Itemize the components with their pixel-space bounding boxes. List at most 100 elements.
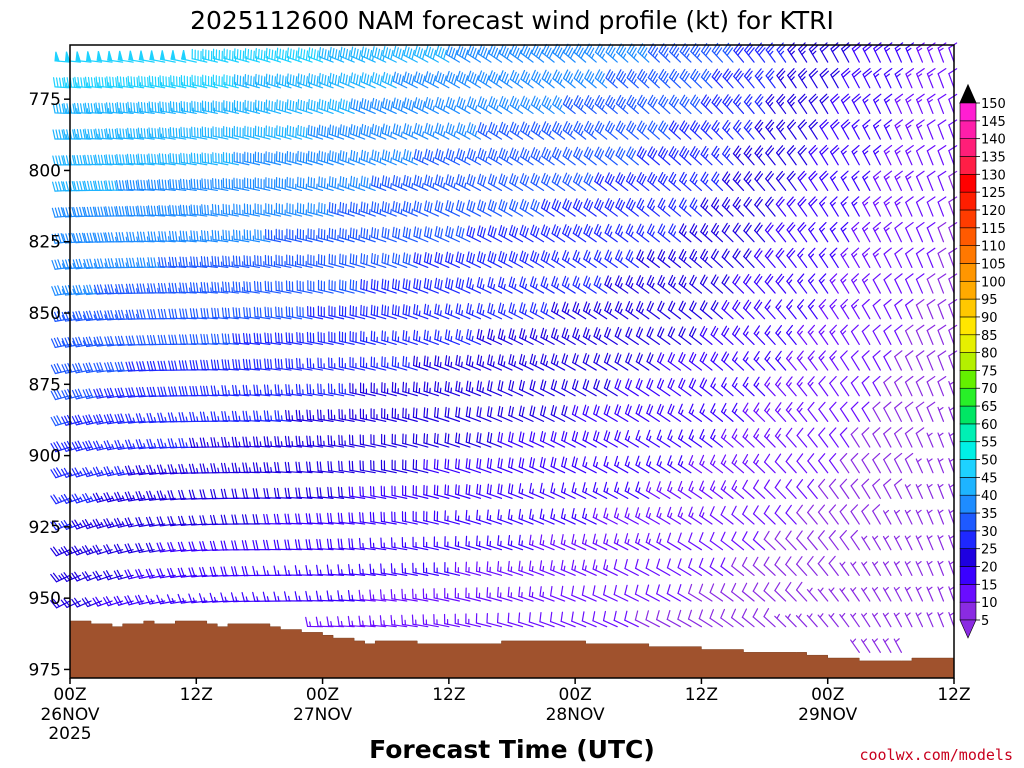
wind-barb	[948, 509, 955, 525]
wind-barb	[412, 381, 429, 397]
wind-barb	[382, 71, 397, 89]
wind-barb	[242, 358, 261, 371]
wind-barb	[444, 303, 460, 320]
wind-barb	[412, 536, 429, 551]
wind-barb	[765, 119, 776, 140]
wind-barb	[159, 101, 176, 115]
wind-barb	[487, 251, 503, 269]
wind-barb	[200, 255, 218, 269]
wind-barb	[764, 273, 776, 294]
wind-barb	[371, 97, 387, 115]
wind-barb	[147, 205, 166, 217]
wind-barb	[125, 309, 145, 320]
wind-barb	[625, 223, 639, 243]
wind-barb	[786, 324, 797, 345]
wind-barb	[254, 151, 271, 166]
colorbar-cell	[959, 334, 977, 353]
wind-barb	[412, 459, 429, 474]
wind-barb	[752, 582, 766, 602]
wind-barb	[315, 590, 334, 602]
wind-barb	[948, 458, 955, 474]
wind-barb	[926, 196, 936, 217]
wind-barb	[561, 249, 576, 269]
wind-barb	[114, 413, 134, 425]
wind-barb	[423, 303, 439, 320]
wind-barb	[392, 252, 408, 269]
wind-barb	[850, 324, 860, 345]
wind-barb	[549, 611, 566, 628]
wind-barb	[296, 176, 313, 192]
x-year-label: 2025	[48, 724, 91, 744]
wind-barb	[275, 254, 292, 269]
wind-barb	[637, 69, 650, 89]
wind-barb	[370, 227, 387, 243]
wind-barb	[894, 375, 903, 397]
wind-barb	[519, 224, 534, 243]
wind-barb	[360, 175, 376, 192]
wind-barb	[391, 511, 408, 525]
wind-barb	[808, 93, 818, 115]
wind-barb	[688, 403, 703, 422]
wind-barb	[263, 436, 282, 448]
wind-barb	[883, 324, 892, 345]
wind-barb	[808, 170, 818, 192]
wind-barb	[104, 361, 124, 373]
wind-barb	[177, 515, 197, 526]
wind-barb	[71, 388, 92, 400]
wind-barb	[634, 584, 650, 602]
wind-barb	[742, 299, 755, 320]
wind-barb	[872, 401, 881, 422]
wind-barb	[254, 203, 271, 217]
wind-barb	[625, 378, 639, 397]
wind-barb	[807, 453, 818, 474]
wind-barb	[613, 533, 629, 551]
wind-barb	[316, 512, 334, 525]
wind-barb	[743, 248, 755, 269]
wind-barb	[519, 173, 534, 192]
wind-barb	[840, 170, 850, 192]
wind-barb	[508, 379, 524, 397]
wind-barb	[434, 148, 450, 166]
wind-barb	[796, 427, 808, 448]
wind-barb	[296, 280, 313, 294]
plot-frame	[69, 44, 955, 679]
wind-barb	[851, 247, 860, 269]
wind-barb	[487, 173, 503, 192]
wind-barb	[550, 560, 566, 576]
wind-barb	[582, 378, 597, 397]
wind-barb	[583, 172, 597, 192]
wind-barb	[709, 480, 724, 499]
wind-barb	[84, 128, 103, 140]
wind-barb	[529, 405, 545, 422]
colorbar-label: 140	[981, 133, 1006, 148]
wind-barb	[819, 170, 829, 192]
wind-barb	[850, 638, 860, 653]
wind-barb	[624, 610, 639, 628]
wind-barb	[785, 556, 797, 576]
wind-barb	[265, 125, 282, 140]
wind-barb	[850, 529, 860, 551]
wind-barb	[711, 42, 724, 63]
wind-barb	[74, 76, 92, 89]
wind-barb	[477, 199, 492, 217]
wind-barb	[731, 505, 745, 525]
wind-barb	[926, 509, 934, 525]
wind-barb	[92, 466, 113, 477]
wind-barb	[391, 459, 408, 474]
wind-barb	[379, 589, 397, 602]
wind-barb	[254, 125, 271, 140]
wind-barb	[316, 564, 334, 576]
wind-barb	[148, 127, 166, 140]
wind-barb	[328, 150, 345, 166]
wind-barb	[861, 427, 871, 448]
wind-barb	[477, 96, 492, 115]
wind-barb	[645, 455, 660, 474]
wind-barb	[413, 226, 429, 243]
wind-barb	[497, 483, 513, 499]
wind-barb	[242, 410, 261, 422]
wind-barb	[306, 409, 324, 422]
wind-barb	[233, 74, 250, 89]
colorbar-label: 95	[981, 293, 998, 308]
wind-barb	[562, 198, 576, 217]
wind-barb	[189, 308, 208, 320]
